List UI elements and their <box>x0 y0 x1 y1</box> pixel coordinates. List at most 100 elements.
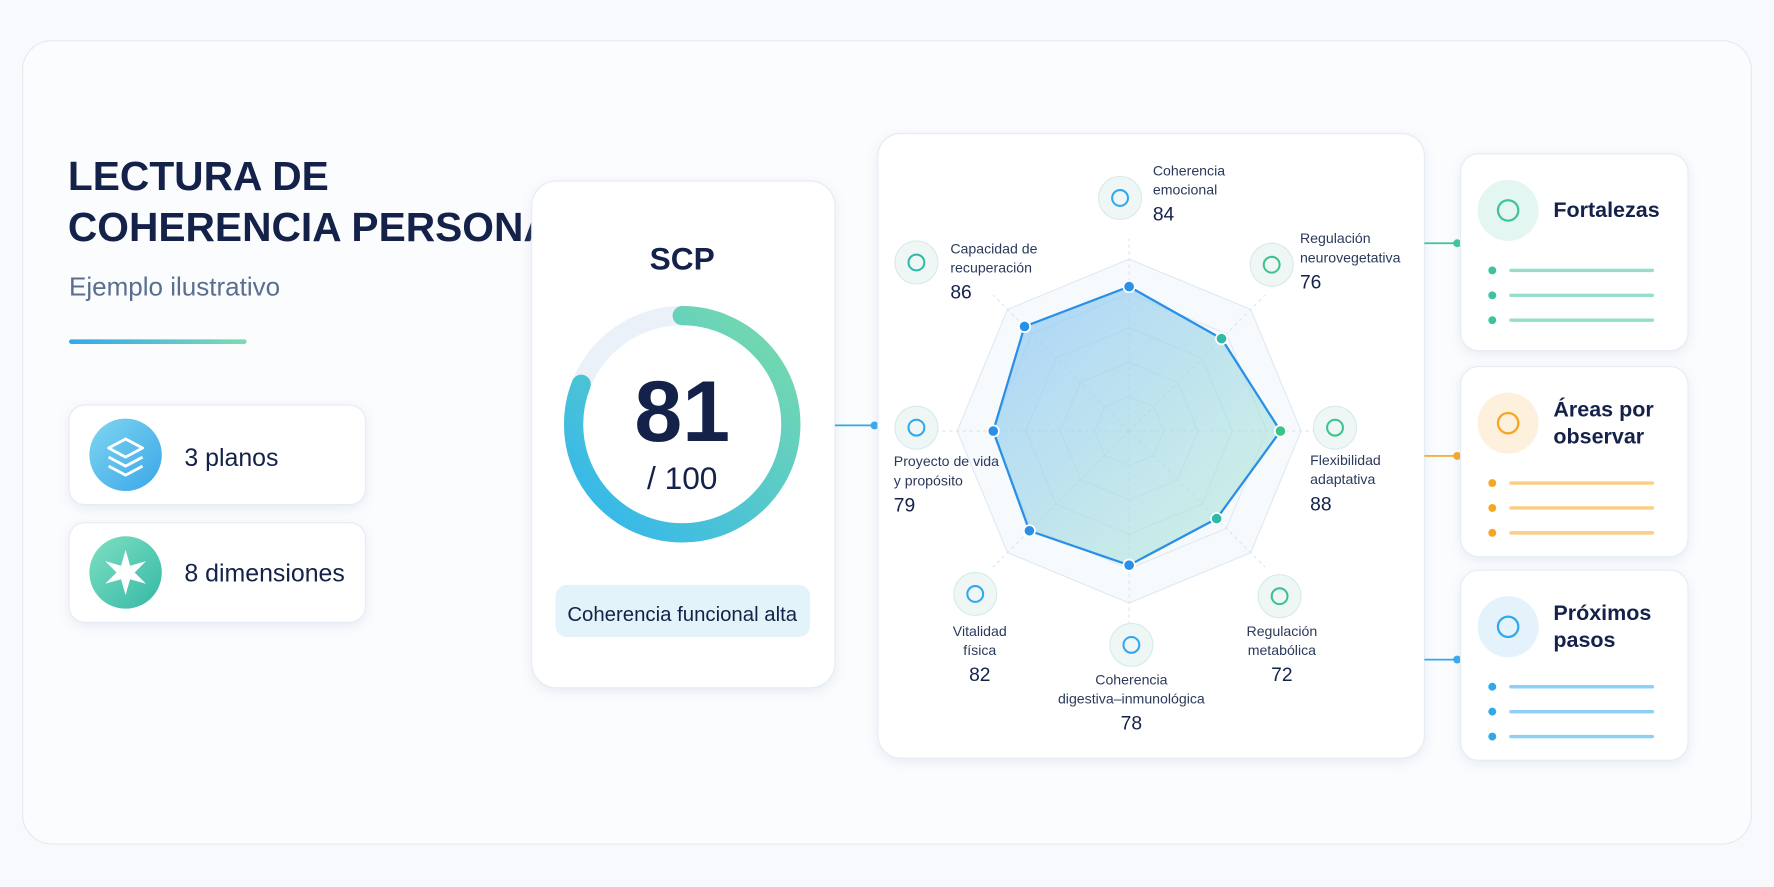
underline <box>69 339 247 344</box>
score-card <box>531 180 836 689</box>
connector-dot <box>1453 655 1462 664</box>
panel-line <box>1509 734 1655 739</box>
panel-line <box>1509 685 1655 689</box>
radar-point <box>1122 280 1136 294</box>
dimension-icon-glyph <box>1270 587 1289 606</box>
dimension-label: metabólica <box>1248 642 1316 658</box>
panel-line <box>1509 506 1655 510</box>
dimension-label: recuperación <box>950 260 1032 276</box>
panel-icon-glyph <box>1496 411 1520 435</box>
panel-icon <box>1477 596 1539 658</box>
dimension-label: Vitalidad <box>953 623 1007 639</box>
panel-title: Fortalezas <box>1553 198 1659 222</box>
score-value: 81 <box>634 364 730 460</box>
connector-dot <box>1453 451 1462 460</box>
dimension-value: 84 <box>1153 205 1175 226</box>
dimension-label: adaptativa <box>1310 471 1375 487</box>
dimension-label: Regulación <box>1247 623 1318 639</box>
panel-bullet <box>1488 291 1497 300</box>
radar-point <box>1215 332 1229 346</box>
panel-line <box>1509 531 1655 535</box>
stat-label: 8 dimensiones <box>184 560 344 588</box>
status-label: Coherencia funcional alta <box>567 604 797 626</box>
dimension-label: Flexibilidad <box>1310 452 1381 468</box>
dimension-label: Regulación <box>1300 230 1371 246</box>
radar-point <box>1210 512 1224 526</box>
dimension-label: Coherencia <box>1095 671 1167 687</box>
radar-point <box>1122 558 1136 572</box>
panel-bullet <box>1488 732 1497 741</box>
dimension-icon-glyph <box>907 253 926 272</box>
panel-line <box>1509 709 1655 714</box>
connector-dot <box>1453 239 1462 248</box>
dimension-value: 82 <box>969 665 990 686</box>
dimension-value: 86 <box>950 283 971 304</box>
star-icon <box>105 549 146 596</box>
score-max: / 100 <box>647 460 717 496</box>
dimension-icon <box>894 405 939 450</box>
panel-bullet <box>1488 504 1497 512</box>
score-title: SCP <box>650 240 715 276</box>
panel-title: observar <box>1553 424 1644 448</box>
dimension-label: Capacidad de <box>950 240 1037 256</box>
dimension-value: 88 <box>1310 494 1331 515</box>
panel-bullet <box>1488 479 1497 488</box>
dimension-icon <box>1312 405 1358 450</box>
dimension-label: neurovegetativa <box>1300 249 1401 265</box>
dimension-icon-glyph <box>1262 255 1281 274</box>
radar-point <box>1273 424 1287 438</box>
radar-point <box>1018 319 1032 333</box>
panel-line <box>1509 318 1655 322</box>
panel-line <box>1509 268 1655 273</box>
dimension-icon <box>1098 175 1143 221</box>
dimension-icon <box>1249 242 1294 287</box>
panel-line <box>1509 481 1655 485</box>
panel-line <box>1509 293 1655 297</box>
stat-label: 3 planos <box>184 444 278 472</box>
panel-bullet <box>1488 528 1497 537</box>
dimension-label: digestiva–inmunológica <box>1058 691 1205 707</box>
panel-bullet <box>1488 707 1497 716</box>
gauge-arc <box>564 306 801 543</box>
dimension-icon <box>894 240 939 285</box>
panel-title: Áreas por <box>1553 396 1654 421</box>
panel-title: Próximos <box>1553 601 1651 625</box>
dimension-value: 78 <box>1121 714 1142 735</box>
stat-icon <box>89 418 162 492</box>
dimension-label: emocional <box>1153 182 1217 198</box>
subtitle: Ejemplo ilustrativo <box>69 271 280 301</box>
panel-icon <box>1477 179 1539 241</box>
panel-title: pasos <box>1553 628 1615 652</box>
radar-point <box>986 424 1000 438</box>
radar-point <box>1022 524 1036 538</box>
dimension-value: 72 <box>1271 665 1292 686</box>
panel-bullet <box>1488 316 1497 325</box>
panel-icon-glyph <box>1496 199 1520 222</box>
title-line: LECTURA DE <box>68 153 329 199</box>
panel-card <box>1460 569 1689 761</box>
dimension-icon <box>953 571 998 617</box>
dimension-icon-glyph <box>966 585 985 603</box>
dimension-label: Proyecto de vida <box>894 453 999 469</box>
panel-icon-glyph <box>1496 615 1520 639</box>
layers-icon <box>107 437 144 477</box>
status-pill <box>555 584 811 637</box>
panel-card <box>1460 366 1689 558</box>
dimension-icon <box>1109 622 1154 667</box>
title-line: COHERENCIA PERSONAL <box>68 204 578 250</box>
dimension-value: 76 <box>1300 273 1321 294</box>
panel-icon <box>1477 392 1539 454</box>
panel-bullet <box>1488 682 1497 691</box>
dimension-icon-glyph <box>1326 418 1344 437</box>
dimension-icon-glyph <box>907 418 926 437</box>
dimension-label: y propósito <box>894 472 963 488</box>
dimension-value: 79 <box>894 495 915 516</box>
dimension-icon-glyph <box>1122 635 1141 654</box>
dimension-icon-glyph <box>1111 189 1130 207</box>
dimension-label: física <box>963 642 996 658</box>
dimension-label: Coherencia <box>1153 162 1225 178</box>
dimension-icon <box>1257 574 1302 619</box>
panels: Fortalezas Áreas por observar Próximos pasos <box>1424 153 1689 761</box>
connector-dot <box>870 421 879 430</box>
